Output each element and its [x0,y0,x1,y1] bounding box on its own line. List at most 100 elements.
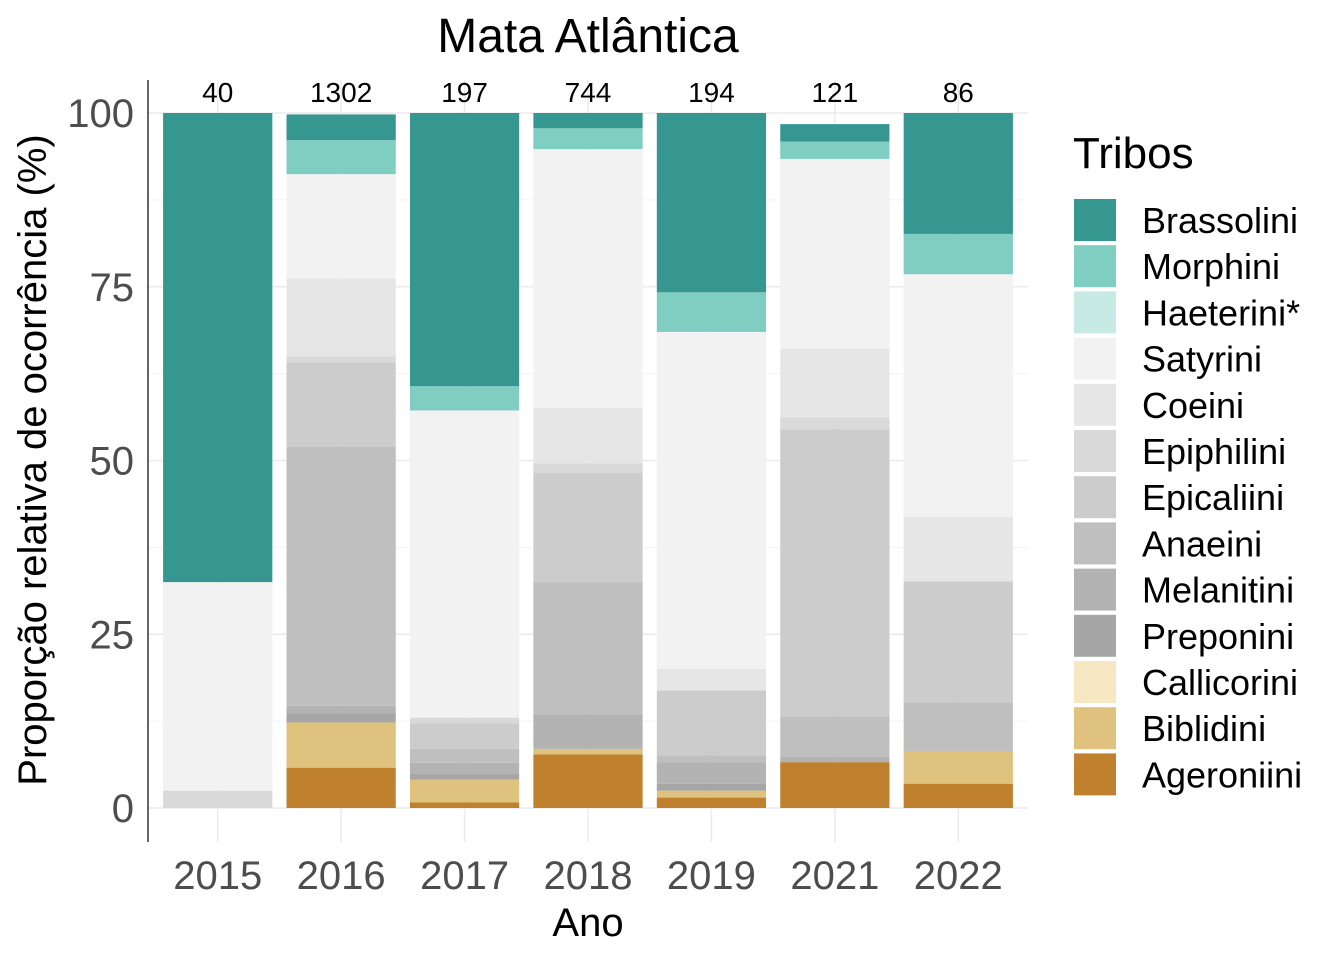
x-axis-ticks: 2015 2016 2017 2018 2019 2021 2022 [173,854,1003,898]
bar-segment-morphini-2016 [286,140,396,175]
y-axis-ticks: 0 25 50 75 100 [67,92,134,831]
legend-label-morphini: Morphini [1142,246,1280,287]
legend-label-anaeini: Anaeini [1142,523,1262,564]
bar-segment-biblidini-2018 [533,748,643,755]
x-tick-label-2018: 2018 [544,854,633,898]
count-label-2022: 86 [943,77,974,108]
bar-segment-morphini-2018 [533,128,643,150]
count-labels: 40 1302 197 744 194 121 86 [202,77,974,108]
bar-segment-coeini-2022 [903,516,1013,582]
legend-label-biblidini: Biblidini [1142,708,1266,749]
bar-segment-biblidini-2022 [903,751,1013,784]
bar-segment-morphini-2021 [780,141,890,159]
bar-segment-biblidini-2016 [286,722,396,768]
x-tick-label-2017: 2017 [420,854,509,898]
bar-segment-epiphilini-2015 [163,790,273,808]
bar-segment-satyrini-2021 [780,158,890,349]
y-axis-title: Proporção relativa de ocorrência (%) [11,134,55,785]
bar-segment-ageroniini-2016 [286,767,396,808]
legend-label-epiphilini: Epiphilini [1142,431,1286,472]
bar-segment-coeini-2019 [656,669,767,691]
bar-segment-ageroniini-2019 [656,797,767,808]
y-tick-label-100: 100 [67,92,134,136]
legend-title: Tribos [1073,129,1194,178]
bar-segment-satyrini-2022 [903,274,1013,517]
bar-segment-ageroniini-2021 [780,762,890,808]
legend-label-brassolini: Brassolini [1142,200,1298,241]
y-tick-label-25: 25 [90,613,135,657]
bar-segment-satyrini-2017 [409,410,520,718]
bar-segment-brassolini-2019 [656,113,767,293]
bar-segment-epiphilini-2018 [533,463,643,474]
count-label-2018: 744 [565,77,612,108]
bar-segment-morphini-2017 [409,386,520,411]
bar-segment-epicaliini-2018 [533,473,643,583]
x-tick-label-2021: 2021 [790,854,879,898]
legend-swatch-morphini [1074,245,1116,288]
count-label-2015: 40 [202,77,233,108]
bar-segment-epicaliini-2021 [780,429,890,717]
legend-label-epicaliini: Epicaliini [1142,477,1284,518]
legend-label-coeini: Coeini [1142,385,1244,426]
legend-swatch-anaeini [1074,522,1116,565]
legend-swatch-callicorini [1074,661,1116,703]
bar-segment-biblidini-2017 [409,779,520,803]
x-tick-label-2016: 2016 [297,854,386,898]
bar-segment-anaeini-2022 [903,702,1013,752]
legend-label-ageroniini: Ageroniini [1142,754,1302,795]
legend-swatch-satyrini [1074,337,1116,380]
y-tick-label-0: 0 [112,787,134,831]
bar-segment-morphini-2019 [656,292,767,332]
bar-segment-ageroniini-2017 [409,802,520,808]
legend-label-melanitini: Melanitini [1142,570,1294,611]
count-label-2019: 194 [688,77,735,108]
bar-segment-morphini-2022 [903,233,1013,275]
bar-segment-ageroniini-2018 [533,754,643,808]
x-tick-label-2022: 2022 [914,854,1003,898]
legend-swatch-epicaliini [1074,476,1116,519]
legend-swatch-brassolini [1074,199,1116,241]
bar-segment-epiphilini-2021 [780,417,890,430]
bar-segment-anaeini-2016 [286,446,396,706]
x-tick-label-2015: 2015 [173,854,262,898]
legend-label-callicorini: Callicorini [1142,662,1298,703]
count-label-2017: 197 [441,77,488,108]
x-axis-title: Ano [552,901,623,945]
bar-segment-melanitini-2016 [286,705,396,714]
bar-segment-satyrini-2018 [533,149,643,408]
bar-segment-brassolini-2022 [903,113,1013,234]
bar-segment-anaeini-2018 [533,582,643,715]
bar-segment-epicaliini-2019 [656,690,767,756]
bar-segment-preponini-2019 [656,783,767,791]
bar-segment-anaeini-2019 [656,755,767,763]
legend-swatch-coeini [1074,383,1116,426]
legend-swatch-preponini [1074,614,1116,657]
bar-segment-brassolini-2015 [163,113,273,583]
bar-segment-epiphilini-2016 [286,356,396,363]
bar-segment-satyrini-2016 [286,174,396,279]
legend-swatch-haeterini [1074,291,1116,334]
bar-segment-brassolini-2017 [409,113,520,387]
x-tick-label-2019: 2019 [667,854,756,898]
legend: Tribos Brassolini Morphini Haeterini* Satyr… [1073,129,1302,796]
bars [163,113,1013,808]
bar-segment-coeini-2016 [286,278,396,357]
legend-swatch-biblidini [1074,707,1116,750]
bar-segment-brassolini-2016 [286,114,396,141]
bar-segment-melanitini-2018 [533,714,643,749]
bar-segment-coeini-2021 [780,348,890,418]
bar-segment-satyrini-2015 [163,582,273,791]
bar-segment-ageroniini-2022 [903,783,1013,808]
legend-label-haeterini: Haeterini* [1142,292,1300,333]
bar-segment-preponini-2016 [286,713,396,723]
bar-segment-epiphilini-2017 [409,717,520,724]
bar-segment-preponini-2017 [409,773,520,780]
y-tick-label-75: 75 [90,266,135,310]
bar-segment-melanitini-2021 [780,756,890,763]
bar-segment-anaeini-2021 [780,716,890,757]
bar-segment-biblidini-2019 [656,790,767,798]
bar-segment-satyrini-2019 [656,331,767,669]
legend-swatch-ageroniini [1074,753,1116,796]
bar-segment-epicaliini-2022 [903,581,1013,703]
count-label-2016: 1302 [310,77,372,108]
